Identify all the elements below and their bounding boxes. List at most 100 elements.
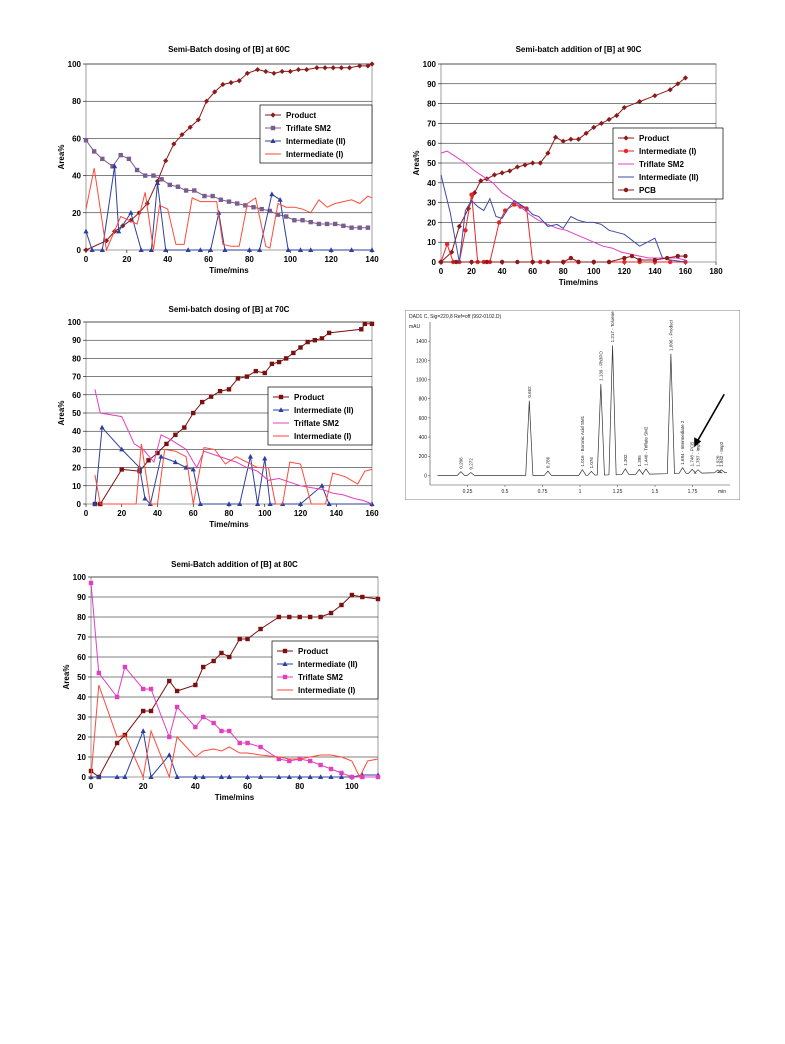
x-tick-label: 40 [153,509,162,518]
data-point [216,210,222,215]
data-point [114,740,120,746]
data-point [622,259,627,265]
data-point [308,247,314,252]
series-2 [83,163,375,252]
data-point [287,758,292,764]
data-point [164,441,169,447]
data-point [88,768,94,774]
data-point [143,173,148,178]
chromatogram-trace [437,345,728,476]
data-point [622,255,627,261]
data-point [522,162,528,168]
y-tick-label: 60 [77,653,86,662]
y-axis-label: Area% [62,665,71,690]
data-point [297,501,304,506]
data-point [202,193,207,199]
legend: Product Intermediate (I) Triflate SM2 Inter… [612,127,724,200]
data-point [197,501,203,506]
data-point [219,728,224,734]
data-point [339,770,344,776]
x-axis-label: Time/mins [209,520,249,529]
data-point [652,93,658,99]
data-point [338,774,345,779]
series-line [90,684,379,779]
data-point [326,501,332,506]
data-point [298,345,303,350]
data-point [99,424,105,430]
legend-marker-marker [623,148,629,154]
x-tick-label: 40 [498,267,507,276]
data-point [218,197,224,202]
data-point [244,774,251,779]
arrow-head [694,437,702,448]
data-point [295,66,302,73]
legend-marker-marker [282,648,288,654]
x-tick-label: 80 [559,267,568,276]
peak-label: 1.684 - Intermediate 2 [680,420,685,465]
data-point [226,387,232,392]
data-point [174,774,180,779]
data-point [346,65,353,71]
chart-semi-batch-70c: Semi-batch dosing of [B] at 70C 0 10 20 30 40… [0,300,385,535]
legend-label: Product [294,393,325,402]
legend-label: Triflate SM2 [639,160,684,169]
x-tick-label: 20 [117,509,126,518]
data-point [227,728,232,734]
peak-label: 1.076 [589,457,594,469]
data-point [235,376,241,381]
data-point [134,167,140,173]
data-point [88,580,94,586]
data-point [83,247,89,253]
data-point [369,321,375,327]
data-point [375,596,381,602]
x-tick-label: 180 [709,267,723,276]
x-tick-label: 80 [245,255,254,264]
data-point [100,156,105,162]
data-point [263,68,269,75]
x-tick-label: 60 [204,255,213,264]
x-tick-label: 140 [365,255,379,264]
data-point [276,359,282,365]
data-point [683,259,688,265]
peak-label: 1.016 - Boronic Acid SM1 [580,415,585,466]
y-tick-label: 60 [72,134,81,143]
x-tick-label: 0 [84,509,89,518]
x-unit-label: min [718,489,726,495]
legend-label: Triflate SM2 [298,673,343,682]
data-point [182,425,187,430]
data-point [675,81,681,87]
data-point [561,259,566,265]
data-point [179,132,185,138]
data-point [199,399,205,405]
data-point [319,336,325,341]
data-point [291,350,296,356]
data-point [537,160,543,166]
data-point [333,221,338,227]
y-tick-label: 30 [77,713,86,722]
data-point [122,774,128,779]
data-point [146,458,151,463]
legend-label: Intermediate (II) [294,406,354,415]
data-point [284,356,289,361]
y-tick-label: 100 [73,573,87,582]
series-line [91,729,378,779]
y-tick-label: 20 [72,464,81,473]
data-point [667,259,673,265]
peak-label: 1.787 - Imp1 [696,441,701,467]
data-point [237,740,242,746]
data-point [496,220,502,225]
data-point [324,221,330,227]
data-point [247,453,254,459]
x-tick-label: 160 [679,267,693,276]
y-tick-label: 0 [77,500,82,509]
x-tick-label: 120 [294,509,308,518]
data-point [226,199,232,204]
data-point [183,188,189,193]
data-point [253,368,259,374]
y-tick-label: 40 [77,693,86,702]
y-tick-label: 0 [424,473,427,479]
data-point [222,247,228,252]
data-point [210,193,215,199]
data-point [116,228,122,234]
data-point [322,65,328,71]
